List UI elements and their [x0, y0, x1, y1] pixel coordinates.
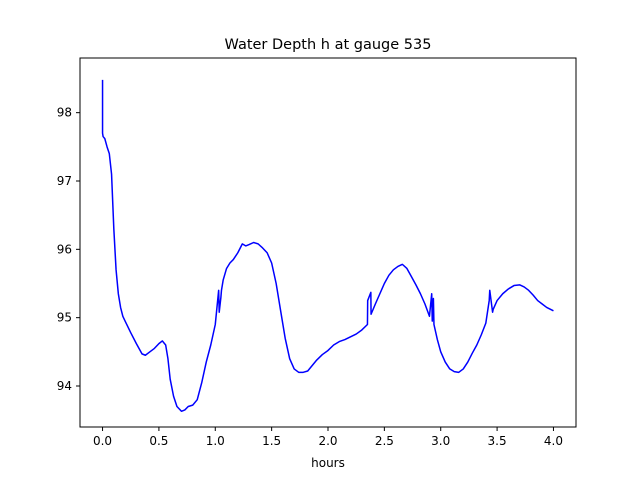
y-tick-label: 95	[57, 311, 72, 325]
x-axis-label: hours	[311, 456, 345, 470]
x-tick-label: 0.0	[93, 434, 112, 448]
y-tick-label: 96	[57, 242, 72, 256]
chart-title: Water Depth h at gauge 535	[225, 37, 432, 53]
x-tick-label: 3.0	[431, 434, 450, 448]
x-axis-ticks: 0.0 0.5 1.0 1.5 2.0 2.5 3.0 3.5 4.0	[93, 427, 563, 448]
y-axis-ticks: 94 95 96 97 98	[57, 106, 80, 393]
x-tick-label: 2.5	[375, 434, 394, 448]
x-tick-label: 4.0	[544, 434, 563, 448]
x-tick-label: 1.5	[262, 434, 281, 448]
x-tick-label: 2.0	[318, 434, 337, 448]
x-tick-label: 0.5	[149, 434, 168, 448]
x-tick-label: 1.0	[206, 434, 225, 448]
y-tick-label: 98	[57, 106, 72, 120]
y-tick-label: 94	[57, 379, 72, 393]
y-tick-label: 97	[57, 174, 72, 188]
x-tick-label: 3.5	[488, 434, 507, 448]
series-line-0	[101, 79, 554, 413]
